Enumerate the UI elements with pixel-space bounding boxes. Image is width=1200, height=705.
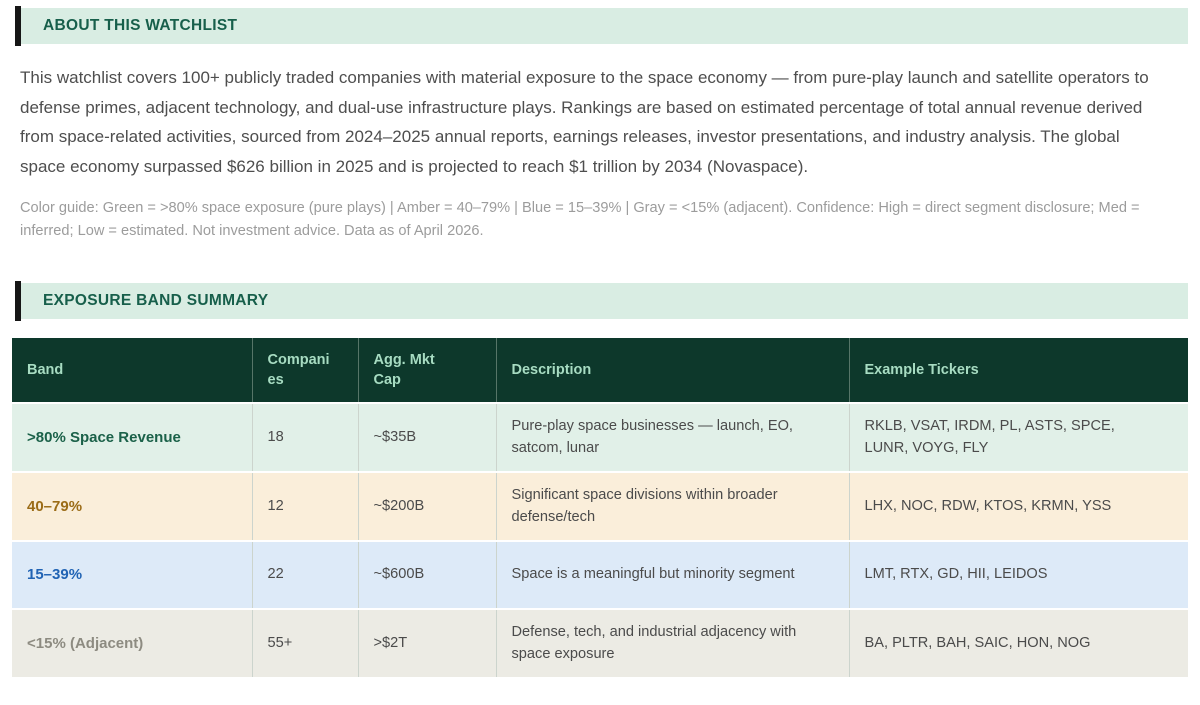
description-cell: Space is a meaningful but minority segme… (495, 540, 849, 609)
companies-cell: 12 (251, 471, 358, 541)
accent-bar (15, 6, 21, 46)
mkt-cap-cell: ~$200B (357, 471, 496, 541)
column-header-description: Description (495, 338, 849, 403)
tickers-cell: BA, PLTR, BAH, SAIC, HON, NOG (848, 608, 1188, 677)
accent-bar (15, 281, 21, 321)
table-row: <15% (Adjacent) 55+ >$2T Defense, tech, … (12, 608, 1188, 677)
band-cell: <15% (Adjacent) (12, 608, 252, 677)
companies-cell: 55+ (251, 608, 358, 677)
column-header-tickers: Example Tickers (848, 338, 1188, 403)
description-cell: Significant space divisions within broad… (495, 471, 849, 541)
table-row: 40–79% 12 ~$200B Significant space divis… (12, 471, 1188, 541)
mkt-cap-cell: ~$600B (357, 540, 496, 609)
summary-section-title: EXPOSURE BAND SUMMARY (43, 292, 269, 309)
band-cell: >80% Space Revenue (12, 402, 252, 472)
column-header-band: Band (12, 338, 252, 403)
about-section-title: ABOUT THIS WATCHLIST (43, 17, 238, 34)
tickers-cell: LHX, NOC, RDW, KTOS, KRMN, YSS (848, 471, 1188, 541)
tickers-cell: LMT, RTX, GD, HII, LEIDOS (848, 540, 1188, 609)
color-guide-note: Color guide: Green = >80% space exposure… (20, 200, 1140, 239)
about-section-header: ABOUT THIS WATCHLIST (12, 6, 1188, 46)
column-header-companies: Companies (251, 338, 358, 403)
band-cell: 15–39% (12, 540, 252, 609)
summary-section-header: EXPOSURE BAND SUMMARY (12, 281, 1188, 321)
watchlist-description: This watchlist covers 100+ publicly trad… (20, 68, 1149, 176)
table-row: 15–39% 22 ~$600B Space is a meaningful b… (12, 540, 1188, 609)
exposure-band-table: Band Companies Agg. Mkt Cap Description … (12, 338, 1188, 677)
companies-cell: 22 (251, 540, 358, 609)
column-header-mkt-cap: Agg. Mkt Cap (357, 338, 496, 403)
description-cell: Defense, tech, and industrial adjacency … (495, 608, 849, 677)
companies-cell: 18 (251, 402, 358, 472)
section-strip: ABOUT THIS WATCHLIST (15, 8, 1188, 44)
band-cell: 40–79% (12, 471, 252, 541)
watchlist-page: ABOUT THIS WATCHLIST This watchlist cove… (12, 6, 1188, 677)
tickers-cell: RKLB, VSAT, IRDM, PL, ASTS, SPCE, LUNR, … (848, 402, 1188, 472)
mkt-cap-cell: ~$35B (357, 402, 496, 472)
description-cell: Pure-play space businesses — launch, EO,… (495, 402, 849, 472)
table-header-row: Band Companies Agg. Mkt Cap Description … (12, 338, 1188, 403)
section-strip: EXPOSURE BAND SUMMARY (15, 283, 1188, 319)
table-row: >80% Space Revenue 18 ~$35B Pure-play sp… (12, 402, 1188, 472)
mkt-cap-cell: >$2T (357, 608, 496, 677)
